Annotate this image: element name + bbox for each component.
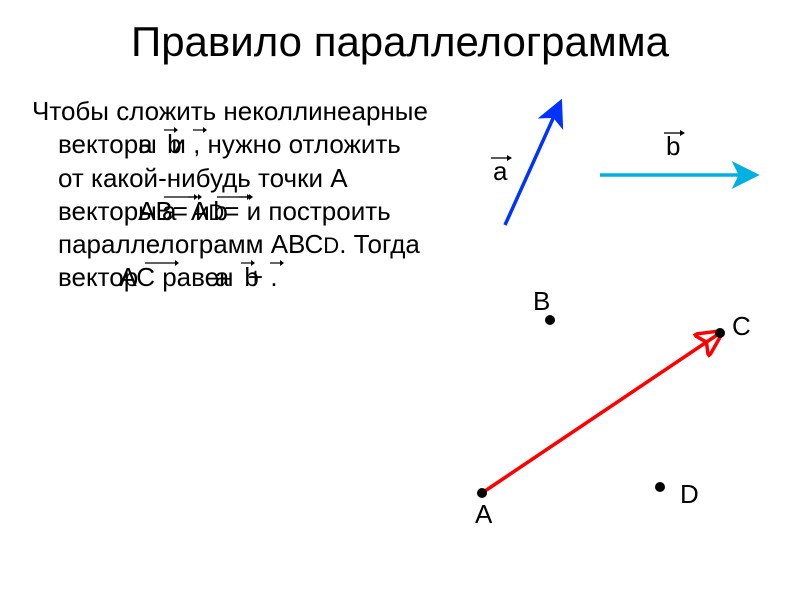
body-paragraph: Чтобы сложить неколлинеарные векторы a и… xyxy=(32,95,428,295)
point-label-b: B xyxy=(533,286,550,316)
vector-diagram: a b A B C D xyxy=(420,95,790,575)
point-d xyxy=(655,482,665,492)
point-b xyxy=(545,315,555,325)
point-label-a: A xyxy=(475,499,493,529)
slide-title: Правило параллелограмма xyxy=(0,18,800,66)
point-c xyxy=(715,328,725,338)
slide: Правило параллелограмма Чтобы сложить не… xyxy=(0,0,800,600)
vector-b-overbar-head xyxy=(680,130,685,136)
parallelogram-points: A B C D xyxy=(475,286,751,529)
point-a xyxy=(477,488,487,498)
vector-ac-arrow xyxy=(482,333,720,493)
vector-a-arrow xyxy=(505,103,560,225)
vector-a-overbar-head xyxy=(507,155,512,161)
point-label-c: C xyxy=(732,311,751,341)
point-label-d: D xyxy=(680,479,699,509)
vector-b-label: b xyxy=(666,131,680,161)
vector-a-label: a xyxy=(493,156,508,186)
